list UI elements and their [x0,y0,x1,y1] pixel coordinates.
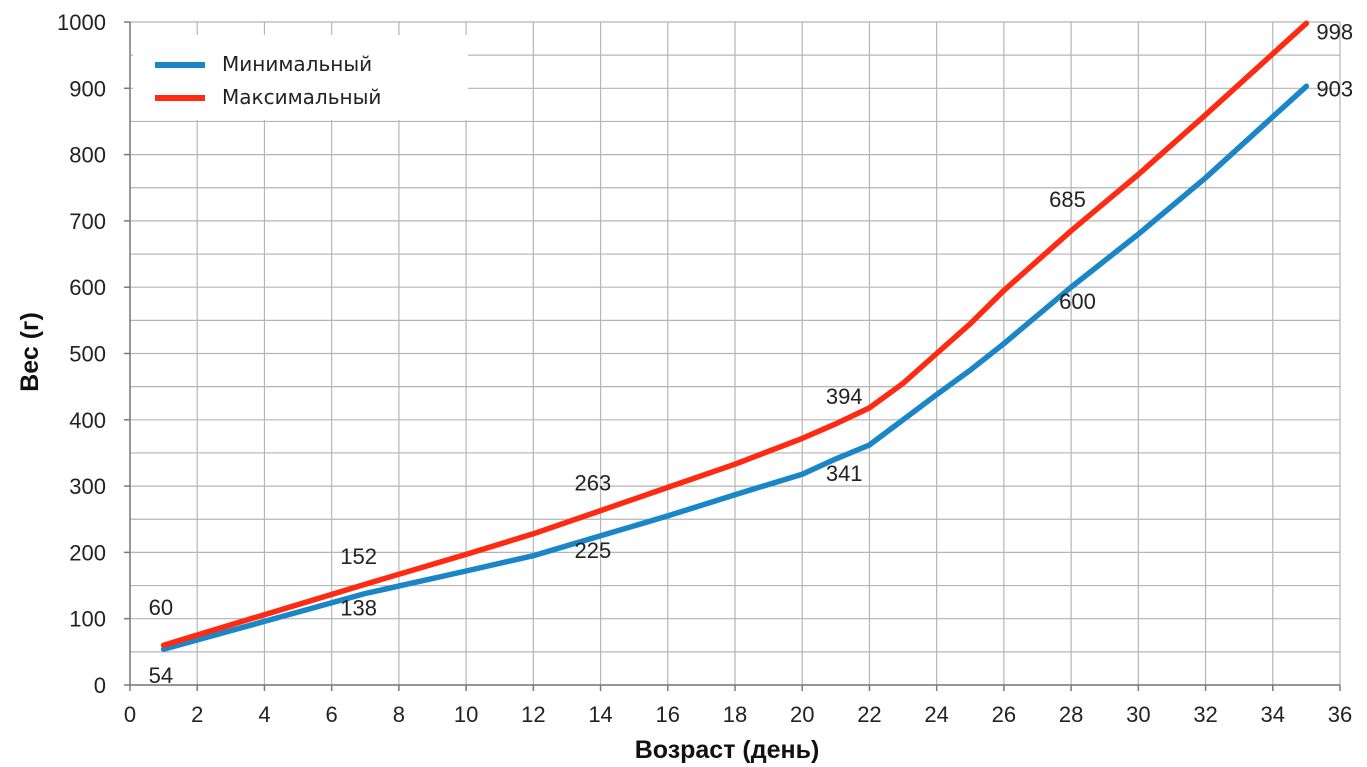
x-tick-label: 2 [191,702,203,727]
x-tick-label: 26 [992,702,1016,727]
data-label: 54 [149,663,173,688]
series-lines [160,20,1310,652]
x-axis-title: Возраст (день) [635,736,820,764]
y-tick-label: 900 [69,76,106,101]
series-line-min [160,83,1310,652]
x-tick-label: 20 [790,702,814,727]
y-axis-title: Вес (г) [16,312,44,392]
x-tick-label: 22 [857,702,881,727]
data-label: 225 [575,538,612,563]
x-tick-label: 0 [124,702,136,727]
y-tick-label: 600 [69,275,106,300]
legend-label-min: Минимальный [222,52,372,76]
legend-label-max: Максимальный [222,85,381,109]
series-line-max [160,20,1310,648]
legend: Минимальный Максимальный [133,35,468,120]
data-label: 138 [340,596,377,621]
y-tick-label: 200 [69,540,106,565]
x-tick-label: 12 [521,702,545,727]
data-label: 394 [826,384,863,409]
y-tick-label: 800 [69,143,106,168]
data-labels: 54 138 225 341 600 903 60 152 263 394 685 998 [149,19,1353,688]
data-label: 903 [1316,76,1353,101]
x-tick-label: 10 [454,702,478,727]
y-tick-label: 0 [94,673,106,698]
grid [129,21,1341,686]
x-tick-label: 4 [258,702,270,727]
x-tick-label: 16 [656,702,680,727]
y-tick-label: 100 [69,607,106,632]
y-tick-label: 300 [69,474,106,499]
data-label: 263 [575,471,612,496]
x-tick-label: 24 [924,702,948,727]
y-tick-label: 700 [69,209,106,234]
y-tick-label: 400 [69,408,106,433]
data-label: 685 [1049,187,1086,212]
x-tick-label: 28 [1059,702,1083,727]
y-tick-label: 500 [69,342,106,367]
data-label: 998 [1316,19,1353,44]
data-label: 60 [149,595,173,620]
x-tick-label: 8 [393,702,405,727]
data-label: 152 [340,544,377,569]
x-tick-label: 30 [1126,702,1150,727]
x-tick-label: 18 [723,702,747,727]
x-tick-label: 14 [588,702,612,727]
x-tick-label: 6 [326,702,338,727]
x-tick-label: 36 [1328,702,1352,727]
y-tick-label: 1000 [57,10,106,35]
legend-box [133,35,468,120]
x-tick-label: 32 [1193,702,1217,727]
x-tick-label: 34 [1261,702,1285,727]
data-label: 341 [826,461,863,486]
data-label: 600 [1059,289,1096,314]
